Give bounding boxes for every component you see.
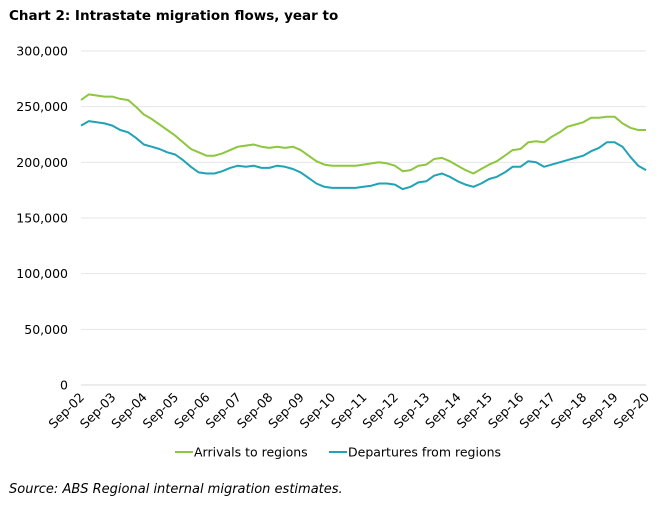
legend-label: Departures from regions bbox=[348, 445, 501, 460]
y-tick-label: 0 bbox=[60, 378, 68, 393]
x-tick-label: Sep-20 bbox=[610, 389, 652, 431]
y-tick-label: 300,000 bbox=[16, 44, 68, 59]
y-tick-label: 250,000 bbox=[16, 99, 68, 114]
series-line-arrivals bbox=[80, 93, 646, 175]
series-line-departures bbox=[80, 120, 647, 191]
y-tick-label: 100,000 bbox=[16, 266, 68, 281]
y-tick-label: 50,000 bbox=[24, 322, 68, 337]
y-tick-label: 200,000 bbox=[16, 155, 68, 170]
y-tick-label: 150,000 bbox=[16, 211, 68, 226]
legend-label: Arrivals to regions bbox=[194, 445, 308, 460]
chart-title: Chart 2: Intrastate migration flows, yea… bbox=[9, 8, 339, 24]
chart-source: Source: ABS Regional internal migration … bbox=[9, 482, 343, 497]
